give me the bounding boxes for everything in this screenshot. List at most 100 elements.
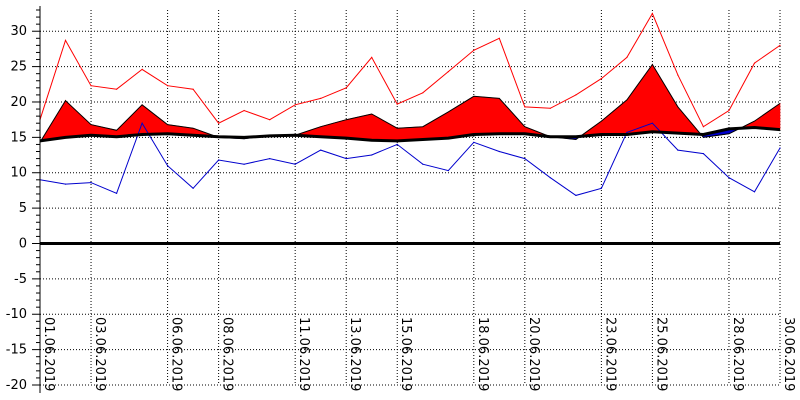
x-tick-label: 25.06.2019 <box>653 317 668 391</box>
lower-series-point <box>753 191 756 193</box>
above-reference-area <box>65 99 92 138</box>
upper-series-point <box>677 74 679 76</box>
upper-series-point <box>600 78 603 80</box>
lower-series-point <box>269 158 271 160</box>
y-tick-label: 10 <box>10 166 27 181</box>
x-tick-label: 01.06.2019 <box>41 317 56 391</box>
upper-series-point <box>702 126 705 128</box>
area-series-outline <box>39 63 781 143</box>
upper-series-point <box>90 85 92 87</box>
upper-series-point <box>294 104 296 106</box>
upper-series-point <box>422 92 424 94</box>
above-reference-area <box>447 95 475 139</box>
lower-series-point <box>549 177 551 179</box>
lower-series-point <box>218 159 220 161</box>
upper-series-point <box>473 49 475 51</box>
lower-series-point <box>90 182 92 184</box>
lower-series-point <box>447 170 449 172</box>
upper-series-point <box>549 107 551 109</box>
upper-series-point <box>269 119 271 121</box>
upper-series-point <box>218 122 220 124</box>
y-tick-label: 0 <box>19 237 27 252</box>
upper-series-point <box>779 44 781 47</box>
reference-series-line <box>39 126 781 143</box>
lower-series-point <box>422 163 424 165</box>
upper-series-point <box>396 103 398 105</box>
upper-series-point <box>575 94 577 96</box>
upper-series-line <box>39 12 781 128</box>
upper-series-point <box>728 109 730 112</box>
upper-series-point <box>64 39 67 42</box>
x-tick-label: 20.06.2019 <box>526 317 541 391</box>
lower-series-point <box>371 154 373 156</box>
above-reference-area <box>498 97 526 135</box>
lower-series-point <box>64 183 67 185</box>
upper-series-point <box>651 12 654 15</box>
lower-series-point <box>600 187 603 189</box>
above-reference-area <box>320 119 347 139</box>
series-lines <box>39 12 781 245</box>
deviation-areas <box>39 63 781 144</box>
upper-series-point <box>753 62 756 64</box>
lower-series-point <box>779 147 781 149</box>
y-tick-label: -15 <box>6 343 27 358</box>
x-tick-label: 30.06.2019 <box>781 317 796 391</box>
upper-series-point <box>498 37 500 39</box>
upper-series-point <box>141 68 143 70</box>
lower-series-point <box>524 158 526 160</box>
lower-series-point <box>702 153 705 155</box>
upper-series-point <box>345 87 347 89</box>
upper-series-point <box>116 88 118 90</box>
upper-series-point <box>626 56 628 59</box>
x-tick-label: 18.06.2019 <box>475 317 490 391</box>
lower-series-point <box>141 122 143 124</box>
y-tick-label: 30 <box>10 24 27 39</box>
y-tick-label: 20 <box>10 95 27 110</box>
upper-series-point <box>320 97 322 99</box>
lower-series-line <box>39 122 781 196</box>
lower-series-point <box>728 177 730 179</box>
upper-series-point <box>371 56 373 59</box>
y-axis <box>32 6 41 393</box>
upper-series-point <box>192 88 194 90</box>
lower-series-point <box>345 158 347 160</box>
x-tick-label: 15.06.2019 <box>398 317 413 391</box>
y-tick-label: -20 <box>6 378 27 393</box>
y-tick-label: 5 <box>19 201 27 216</box>
x-tick-label: 23.06.2019 <box>602 317 617 391</box>
above-reference-area <box>345 113 373 141</box>
x-tick-labels: 01.06.2019 03.06.2019 06.06.2019 08.06.2019… <box>41 317 796 391</box>
y-tick-labels: 30 25 20 15 10 5 0 -5 -10 -15 -20 <box>6 24 27 393</box>
x-tick-label: 13.06.2019 <box>347 317 362 391</box>
gridlines <box>39 10 781 386</box>
lower-series-point <box>116 192 118 194</box>
lower-series-point <box>167 165 169 167</box>
above-reference-area <box>371 113 398 142</box>
y-tick-label: 15 <box>10 130 27 145</box>
x-tick-label: 08.06.2019 <box>220 317 235 391</box>
lower-series-point <box>498 150 500 153</box>
x-tick-label: 11.06.2019 <box>296 317 311 391</box>
y-tick-label: 25 <box>10 60 27 75</box>
upper-series-point <box>524 106 526 108</box>
lower-series-point <box>294 163 296 165</box>
above-reference-area <box>601 99 628 135</box>
above-reference-area <box>473 95 500 135</box>
upper-series-point <box>167 85 169 87</box>
above-reference-area <box>626 63 653 135</box>
upper-series-point <box>447 71 449 73</box>
above-reference-area <box>754 102 781 130</box>
x-tick-label: 06.06.2019 <box>169 317 184 391</box>
y-tick-label: -5 <box>14 272 27 287</box>
lower-series-point <box>473 141 475 143</box>
above-reference-area <box>652 63 679 134</box>
lower-series-point <box>677 149 679 151</box>
upper-series-point <box>243 109 245 112</box>
lower-series-point <box>320 149 322 151</box>
lower-series-point <box>192 187 194 189</box>
above-reference-area <box>422 111 449 140</box>
above-reference-area <box>116 104 143 138</box>
lower-series-point <box>243 163 245 165</box>
